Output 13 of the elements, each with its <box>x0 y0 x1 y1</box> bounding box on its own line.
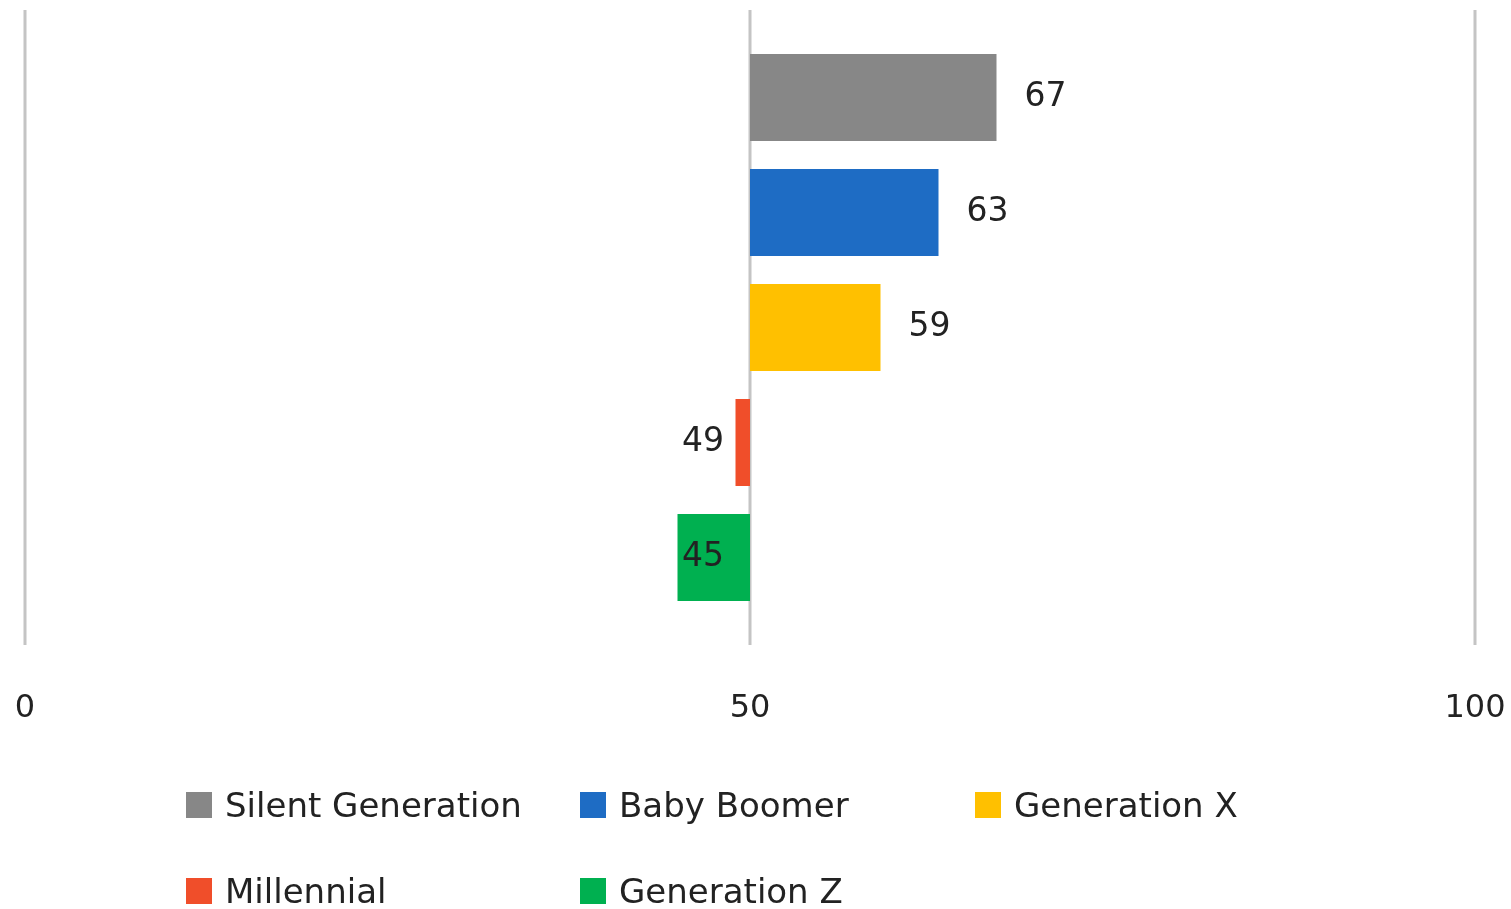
data-label: 45 <box>682 535 724 575</box>
x-tick-label: 50 <box>729 686 771 725</box>
x-tick-label: 100 <box>1444 686 1506 725</box>
legend-label: Millennial <box>225 871 387 909</box>
data-label: 63 <box>966 190 1009 230</box>
data-label: 49 <box>682 420 724 460</box>
data-label: 59 <box>908 305 951 345</box>
data-label: 67 <box>1024 75 1067 115</box>
legend-label: Silent Generation <box>225 785 522 825</box>
legend-label: Baby Boomer <box>619 785 849 825</box>
legend-label: Generation X <box>1014 785 1238 825</box>
x-tick-label: 0 <box>14 686 36 725</box>
legend-label: Generation Z <box>619 871 843 909</box>
